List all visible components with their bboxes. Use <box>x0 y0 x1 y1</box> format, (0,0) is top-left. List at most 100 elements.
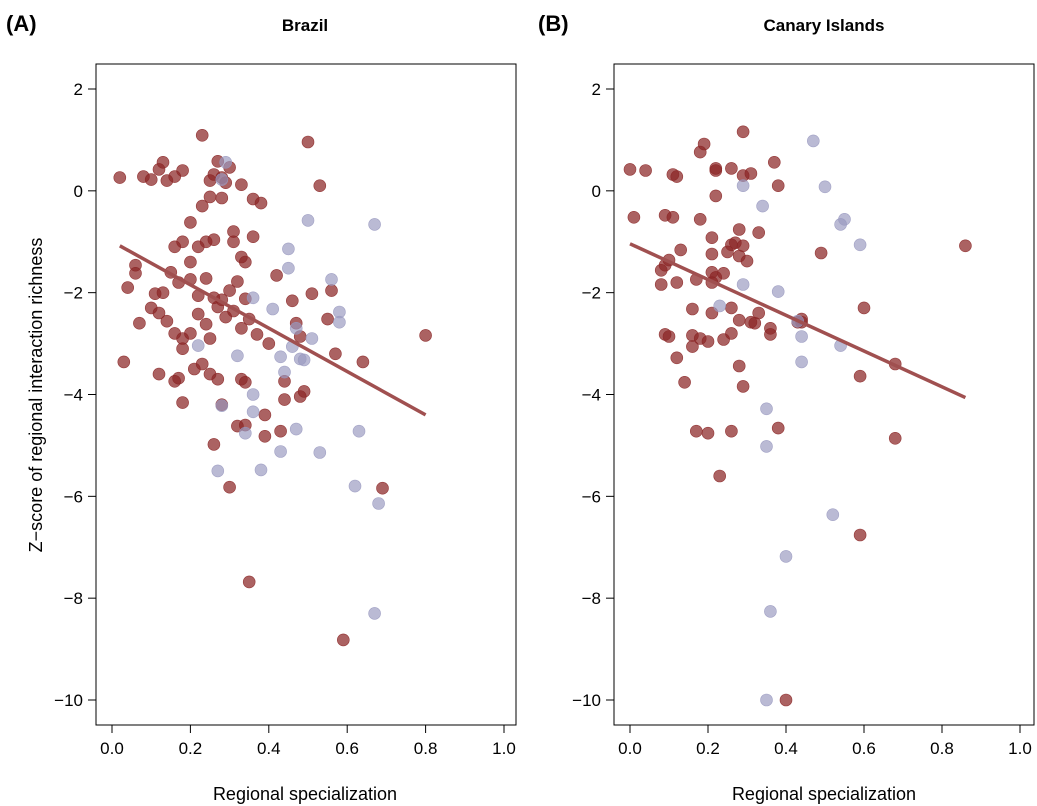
data-point <box>258 408 272 422</box>
y-tick-label: 0 <box>592 182 601 201</box>
y-tick-label: −6 <box>582 487 601 506</box>
x-tick-label: 0.0 <box>100 739 124 758</box>
y-tick-label: −10 <box>54 691 83 710</box>
data-point <box>736 278 750 291</box>
data-point <box>313 446 327 459</box>
data-point <box>246 291 260 305</box>
data-point <box>368 218 381 231</box>
data-point <box>736 179 750 192</box>
data-point <box>705 306 719 320</box>
data-point <box>239 375 252 389</box>
data-point <box>627 211 641 224</box>
panel-canary-islands: (B) Canary Islands Regional specializati… <box>538 11 1035 804</box>
data-point <box>725 162 738 175</box>
x-tick-label: 0.4 <box>774 739 798 758</box>
x-tick-label: 0.8 <box>414 739 438 758</box>
data-point <box>231 275 244 288</box>
data-point <box>172 371 185 385</box>
x-tick-label: 0.2 <box>696 739 720 758</box>
data-point <box>282 242 295 256</box>
data-point <box>736 380 750 393</box>
data-point <box>736 125 750 139</box>
data-point <box>262 337 276 350</box>
data-point <box>184 255 197 269</box>
data-point <box>227 235 240 249</box>
data-point <box>368 607 381 620</box>
data-point <box>274 350 287 364</box>
data-point <box>732 313 746 327</box>
fit-line-group <box>629 242 967 400</box>
data-point <box>211 372 225 386</box>
data-point <box>705 231 719 244</box>
data-point <box>678 375 691 389</box>
data-point <box>250 328 264 341</box>
data-point <box>156 286 170 300</box>
data-point <box>266 302 280 316</box>
data-point <box>713 469 727 483</box>
data-point <box>806 134 820 148</box>
data-point <box>321 312 334 326</box>
data-point <box>117 355 131 369</box>
data-point <box>325 284 338 297</box>
data-point <box>732 359 746 373</box>
data-point <box>764 605 777 618</box>
data-point <box>289 422 303 436</box>
data-point <box>239 255 252 269</box>
data-point <box>270 269 283 282</box>
data-point <box>767 156 781 169</box>
data-point <box>814 246 828 260</box>
x-tick-label: 0.0 <box>618 739 642 758</box>
y-tick-label: 2 <box>592 80 601 99</box>
data-point <box>231 349 244 363</box>
data-point <box>740 254 754 268</box>
data-point <box>705 247 719 261</box>
data-point <box>129 266 142 280</box>
data-point <box>732 223 746 236</box>
data-point <box>713 299 727 313</box>
data-point <box>133 316 146 330</box>
data-point <box>191 307 205 321</box>
data-points <box>113 129 432 647</box>
data-point <box>721 245 734 259</box>
y-tick-label: −8 <box>64 589 83 608</box>
data-point <box>207 438 221 451</box>
data-point <box>235 178 248 191</box>
y-tick-label: −6 <box>64 487 83 506</box>
data-point <box>289 321 303 335</box>
plot-frame <box>613 63 1035 726</box>
data-point <box>176 342 189 356</box>
data-point <box>818 180 832 194</box>
data-point <box>219 156 232 169</box>
data-point <box>701 426 715 440</box>
data-point <box>176 235 189 249</box>
data-point <box>278 365 291 379</box>
data-point <box>670 351 684 365</box>
data-point <box>305 287 319 301</box>
x-tick-label: 0.8 <box>930 739 954 758</box>
data-point <box>246 405 260 419</box>
data-point <box>215 191 229 205</box>
data-point <box>795 330 808 343</box>
data-points <box>623 125 972 707</box>
axis-ticks: 0.0 0.2 0.4 0.6 0.8 1.0 −10 −8 −6 −4 −2 0 2 <box>572 80 1032 758</box>
data-point <box>207 233 221 246</box>
data-point <box>121 281 134 294</box>
data-point <box>199 317 213 331</box>
data-point <box>199 272 213 285</box>
data-point <box>697 137 711 151</box>
data-point <box>744 167 758 180</box>
data-point <box>336 633 350 647</box>
data-point <box>670 276 684 289</box>
data-point <box>662 330 676 343</box>
data-point <box>297 353 311 367</box>
data-point <box>184 327 197 340</box>
x-tick-label: 0.2 <box>179 739 203 758</box>
data-point <box>246 230 260 243</box>
x-tick-label: 0.6 <box>852 739 876 758</box>
data-point <box>278 393 291 406</box>
y-tick-label: −10 <box>572 691 601 710</box>
data-point <box>203 332 217 345</box>
data-point <box>764 328 777 341</box>
data-point <box>771 179 785 192</box>
x-tick-label: 0.6 <box>335 739 359 758</box>
